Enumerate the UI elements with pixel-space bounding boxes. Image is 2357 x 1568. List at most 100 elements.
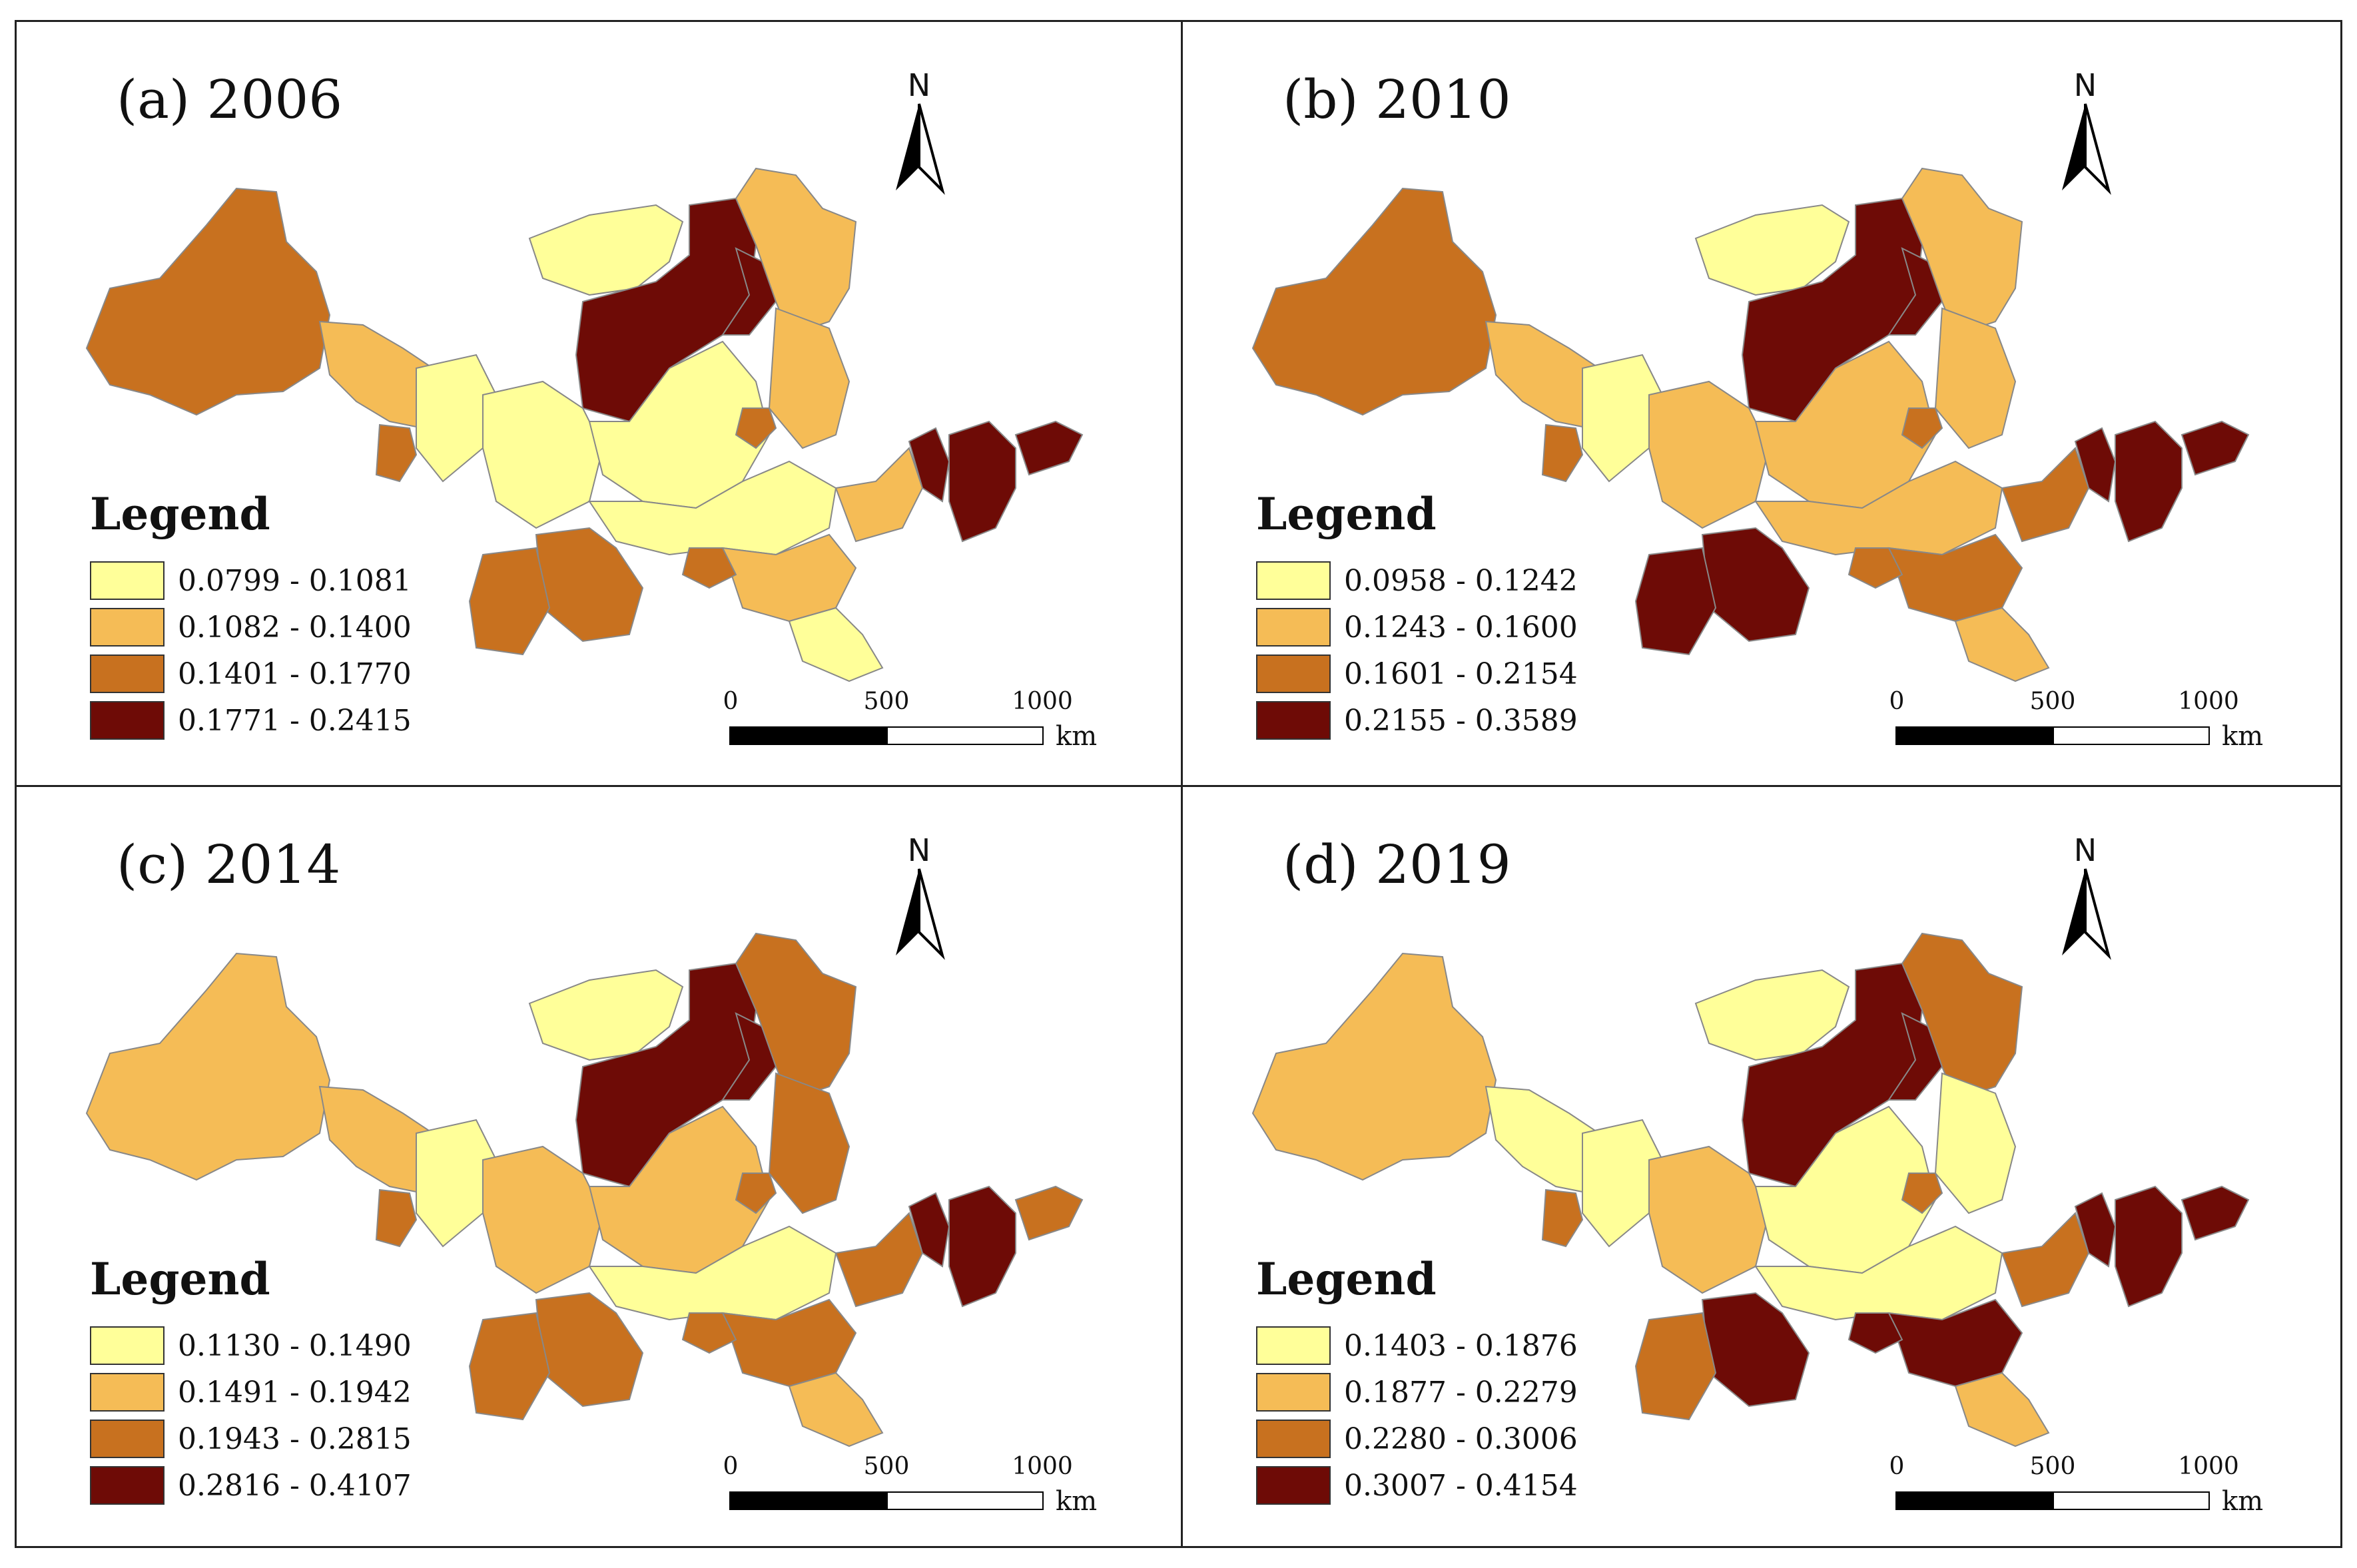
legend-swatch: [90, 1420, 165, 1458]
region-shandong-e: [948, 420, 1016, 543]
legend-row: 0.1401 - 0.1770: [90, 651, 412, 697]
region-shandong-e: [948, 1185, 1016, 1308]
scale-bar-black: [729, 726, 886, 745]
region-shaanxi-s: [1701, 527, 1810, 643]
map-panel-c: (c) 2014 N Legend 0.1130 - 0.1490 0.1491…: [17, 787, 1179, 1549]
north-arrow-icon: [2062, 103, 2111, 195]
region-pocket-1: [735, 1173, 777, 1214]
region-sichuan: [1634, 1312, 1717, 1421]
region-henan: [721, 1298, 857, 1388]
legend-title: Legend: [90, 1253, 270, 1305]
scale-tick-1000: 1000: [1012, 1453, 1073, 1480]
region-north-east: [768, 1072, 850, 1214]
scale-unit: km: [1056, 1486, 1098, 1517]
choropleth-map: [1251, 932, 2250, 1447]
scale-tick-500: 500: [2029, 1453, 2076, 1480]
region-east-tip: [1014, 1185, 1084, 1241]
panel-title: (c) 2014: [117, 834, 341, 896]
legend-label: 0.2816 - 0.4107: [178, 1468, 412, 1503]
legend-swatch: [1256, 608, 1331, 647]
region-henan: [721, 533, 857, 623]
legend-swatch: [90, 561, 165, 600]
region-henan-s: [1954, 1372, 2050, 1447]
region-shandong-e: [2115, 420, 2183, 543]
north-arrow-icon: [896, 103, 945, 195]
region-central-plain: [588, 1225, 837, 1321]
region-west: [85, 187, 331, 416]
region-inner-mongolia-w: [1694, 969, 1850, 1061]
choropleth-map: [1251, 167, 2250, 682]
legend-row: 0.3007 - 0.4154: [1256, 1462, 1578, 1509]
legend-label: 0.2280 - 0.3006: [1344, 1422, 1578, 1456]
scale-tick-500: 500: [863, 688, 910, 715]
region-west: [85, 952, 331, 1181]
region-east-tip: [2181, 420, 2250, 476]
legend-row: 0.0958 - 0.1242: [1256, 557, 1578, 604]
region-shandong-c: [908, 1192, 950, 1268]
legend-swatch: [90, 654, 165, 693]
region-pocket-2: [1848, 547, 1903, 589]
legend-label: 0.1491 - 0.1942: [178, 1375, 412, 1410]
legend-label: 0.1130 - 0.1490: [178, 1328, 412, 1363]
region-shandong-w: [2001, 447, 2090, 543]
scale-unit: km: [2222, 721, 2264, 752]
legend-label: 0.1877 - 0.2279: [1344, 1375, 1578, 1410]
scale-bar-black: [729, 1491, 886, 1510]
figure-frame: (a) 2006 N Legend 0.0799 - 0.1081 0.1082…: [15, 20, 2342, 1548]
legend-label: 0.0799 - 0.1081: [178, 563, 412, 598]
scale-tick-0: 0: [723, 1453, 739, 1480]
legend-label: 0.3007 - 0.4154: [1344, 1468, 1578, 1503]
legend-label: 0.1243 - 0.1600: [1344, 610, 1578, 645]
legend: Legend 0.0958 - 0.1242 0.1243 - 0.1600 0…: [1256, 488, 1578, 744]
legend-swatch: [90, 1373, 165, 1412]
north-label: N: [2073, 832, 2097, 868]
region-shandong-w: [835, 447, 924, 543]
legend-row: 0.1877 - 0.2279: [1256, 1369, 1578, 1416]
scale-bar: 0 500 1000 km: [723, 688, 1098, 761]
legend-swatch: [1256, 1373, 1331, 1412]
region-central-plain: [1754, 460, 2003, 556]
legend: Legend 0.1130 - 0.1490 0.1491 - 0.1942 0…: [90, 1253, 412, 1509]
region-shandong-c: [908, 427, 950, 503]
legend-swatch: [1256, 1466, 1331, 1505]
north-arrow-icon: [896, 868, 945, 960]
map-panel-b: (b) 2010 N Legend 0.0958 - 0.1242 0.1243…: [1183, 22, 2346, 784]
legend-title: Legend: [90, 488, 270, 540]
legend-swatch: [1256, 701, 1331, 740]
legend-row: 0.1943 - 0.2815: [90, 1416, 412, 1462]
legend-row: 0.1082 - 0.1400: [90, 604, 412, 651]
legend-label: 0.2155 - 0.3589: [1344, 703, 1578, 738]
legend-swatch: [1256, 1326, 1331, 1365]
scale-unit: km: [2222, 1486, 2264, 1517]
legend-label: 0.0958 - 0.1242: [1344, 563, 1578, 598]
scale-tick-1000: 1000: [2178, 1453, 2239, 1480]
region-central-plain: [1754, 1225, 2003, 1321]
legend-label: 0.1082 - 0.1400: [178, 610, 412, 645]
region-henan: [1887, 533, 2023, 623]
legend-swatch: [1256, 561, 1331, 600]
legend-row: 0.1601 - 0.2154: [1256, 651, 1578, 697]
panel-title: (d) 2019: [1283, 834, 1511, 896]
horizontal-divider: [17, 785, 2340, 787]
region-east-tip: [2181, 1185, 2250, 1241]
region-shandong-w: [835, 1212, 924, 1308]
region-north-east: [1934, 1072, 2017, 1214]
scale-tick-0: 0: [1889, 1453, 1905, 1480]
region-isolated: [1541, 423, 1584, 483]
scale-tick-500: 500: [2029, 688, 2076, 715]
region-shaanxi-s: [535, 527, 644, 643]
region-shaanxi-s: [1701, 1292, 1810, 1408]
region-shandong-c: [2074, 427, 2117, 503]
region-inner-mongolia-w: [528, 969, 684, 1061]
choropleth-map: [85, 167, 1084, 682]
map-panel-d: (d) 2019 N Legend 0.1403 - 0.1876 0.1877…: [1183, 787, 2346, 1549]
region-henan: [1887, 1298, 2023, 1388]
scale-bar: 0 500 1000 km: [723, 1453, 1098, 1526]
region-pocket-1: [1901, 1173, 1943, 1214]
region-pocket-2: [681, 1312, 737, 1354]
scale-bar: 0 500 1000 km: [1889, 688, 2264, 761]
north-arrow: N: [2055, 832, 2115, 965]
region-sichuan: [468, 1312, 551, 1421]
legend-swatch: [1256, 654, 1331, 693]
region-west: [1251, 952, 1497, 1181]
